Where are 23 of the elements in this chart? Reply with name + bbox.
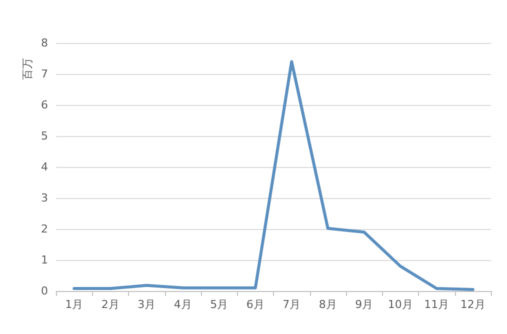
y-tick-label: 6 bbox=[41, 98, 48, 112]
y-tick-label: 4 bbox=[41, 160, 48, 174]
line-series bbox=[72, 60, 474, 291]
y-axis-title: 百万 bbox=[21, 58, 34, 80]
y-tick-label: 7 bbox=[41, 68, 48, 80]
y-tick-label: 1 bbox=[41, 254, 48, 266]
x-tick-label: 7月 bbox=[282, 298, 301, 311]
x-tick-label: 5月 bbox=[210, 298, 228, 311]
x-tick-label: 6月 bbox=[246, 298, 264, 311]
y-tick-label: 8 bbox=[41, 36, 48, 50]
x-tick-label: 3月 bbox=[138, 298, 156, 311]
x-tick-label: 10月 bbox=[388, 298, 413, 311]
x-tick-label: 4月 bbox=[174, 298, 192, 311]
x-tick-label: 2月 bbox=[101, 298, 120, 311]
y-tick-label: 2 bbox=[41, 222, 48, 236]
y-tick-label: 0 bbox=[41, 284, 48, 298]
x-tick-label: 12月 bbox=[460, 298, 486, 311]
x-tick-label: 9月 bbox=[355, 298, 374, 311]
x-tick-label: 8月 bbox=[318, 298, 337, 311]
x-tick-label: 1月 bbox=[65, 298, 84, 311]
y-tick-label: 5 bbox=[41, 130, 48, 142]
y-tick-label: 3 bbox=[41, 192, 48, 204]
x-tick-label: 11月 bbox=[424, 298, 450, 311]
